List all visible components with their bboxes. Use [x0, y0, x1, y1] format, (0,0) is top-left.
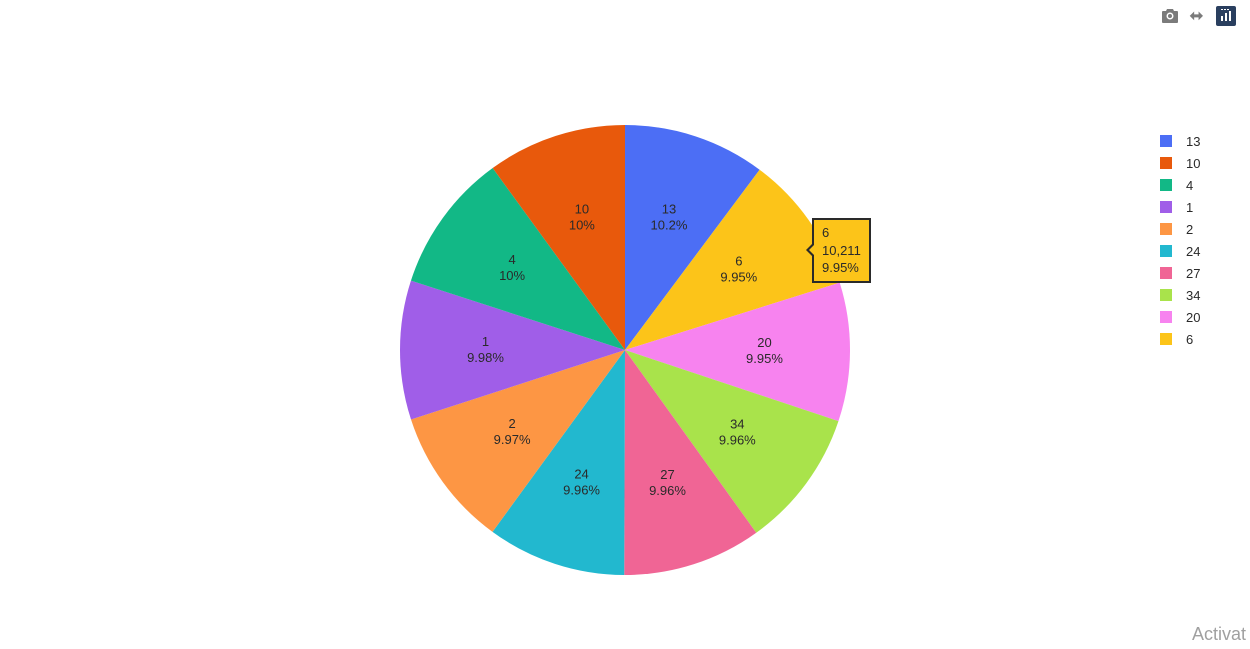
svg-text:9.95%: 9.95%	[746, 351, 783, 366]
legend-label: 2	[1186, 222, 1193, 237]
legend-label: 1	[1186, 200, 1193, 215]
svg-text:10%: 10%	[569, 217, 595, 232]
hover-tooltip: 6 10,211 9.95%	[812, 218, 871, 283]
legend-label: 6	[1186, 332, 1193, 347]
drag-icon[interactable]	[1188, 6, 1208, 26]
svg-text:9.97%: 9.97%	[494, 432, 531, 447]
svg-text:10.2%: 10.2%	[651, 218, 688, 233]
legend-label: 20	[1186, 310, 1200, 325]
svg-text:9.96%: 9.96%	[649, 483, 686, 498]
svg-text:10: 10	[575, 201, 589, 216]
legend-swatch	[1160, 179, 1172, 191]
legend-item[interactable]: 2	[1160, 218, 1250, 240]
legend-label: 10	[1186, 156, 1200, 171]
svg-text:13: 13	[662, 202, 676, 217]
watermark: Activat	[1192, 624, 1246, 645]
chart-icon[interactable]	[1216, 6, 1236, 26]
svg-text:9.98%: 9.98%	[467, 350, 504, 365]
tooltip-line-2: 10,211	[822, 242, 861, 260]
legend-item[interactable]: 24	[1160, 240, 1250, 262]
legend: 13 10 4 1 2 24 27 34 20 6	[1160, 130, 1250, 350]
legend-swatch	[1160, 267, 1172, 279]
legend-label: 4	[1186, 178, 1193, 193]
legend-swatch	[1160, 333, 1172, 345]
svg-text:10%: 10%	[499, 268, 525, 283]
legend-item[interactable]: 10	[1160, 152, 1250, 174]
svg-text:24: 24	[574, 467, 588, 482]
legend-swatch	[1160, 245, 1172, 257]
tooltip-line-1: 6	[822, 224, 861, 242]
pie-chart[interactable]: 1310.2%69.95%209.95%349.96%279.96%249.96…	[375, 0, 875, 649]
legend-swatch	[1160, 289, 1172, 301]
legend-label: 34	[1186, 288, 1200, 303]
svg-text:2: 2	[508, 416, 515, 431]
svg-text:34: 34	[730, 417, 744, 432]
legend-swatch	[1160, 135, 1172, 147]
svg-text:9.95%: 9.95%	[720, 269, 757, 284]
tooltip-line-3: 9.95%	[822, 259, 861, 277]
legend-label: 13	[1186, 134, 1200, 149]
svg-text:27: 27	[660, 467, 674, 482]
legend-item[interactable]: 34	[1160, 284, 1250, 306]
legend-swatch	[1160, 157, 1172, 169]
legend-item[interactable]: 4	[1160, 174, 1250, 196]
toolbar	[1160, 6, 1236, 26]
legend-item[interactable]: 27	[1160, 262, 1250, 284]
legend-swatch	[1160, 311, 1172, 323]
legend-label: 27	[1186, 266, 1200, 281]
legend-label: 24	[1186, 244, 1200, 259]
svg-text:1: 1	[482, 334, 489, 349]
legend-item[interactable]: 1	[1160, 196, 1250, 218]
chart-area: 1310.2%69.95%209.95%349.96%279.96%249.96…	[0, 0, 1250, 649]
legend-item[interactable]: 13	[1160, 130, 1250, 152]
svg-text:6: 6	[735, 253, 742, 268]
svg-text:9.96%: 9.96%	[563, 483, 600, 498]
legend-item[interactable]: 6	[1160, 328, 1250, 350]
svg-text:4: 4	[508, 252, 515, 267]
svg-text:20: 20	[757, 335, 771, 350]
legend-item[interactable]: 20	[1160, 306, 1250, 328]
legend-swatch	[1160, 223, 1172, 235]
legend-swatch	[1160, 201, 1172, 213]
camera-icon[interactable]	[1160, 6, 1180, 26]
svg-text:9.96%: 9.96%	[719, 433, 756, 448]
